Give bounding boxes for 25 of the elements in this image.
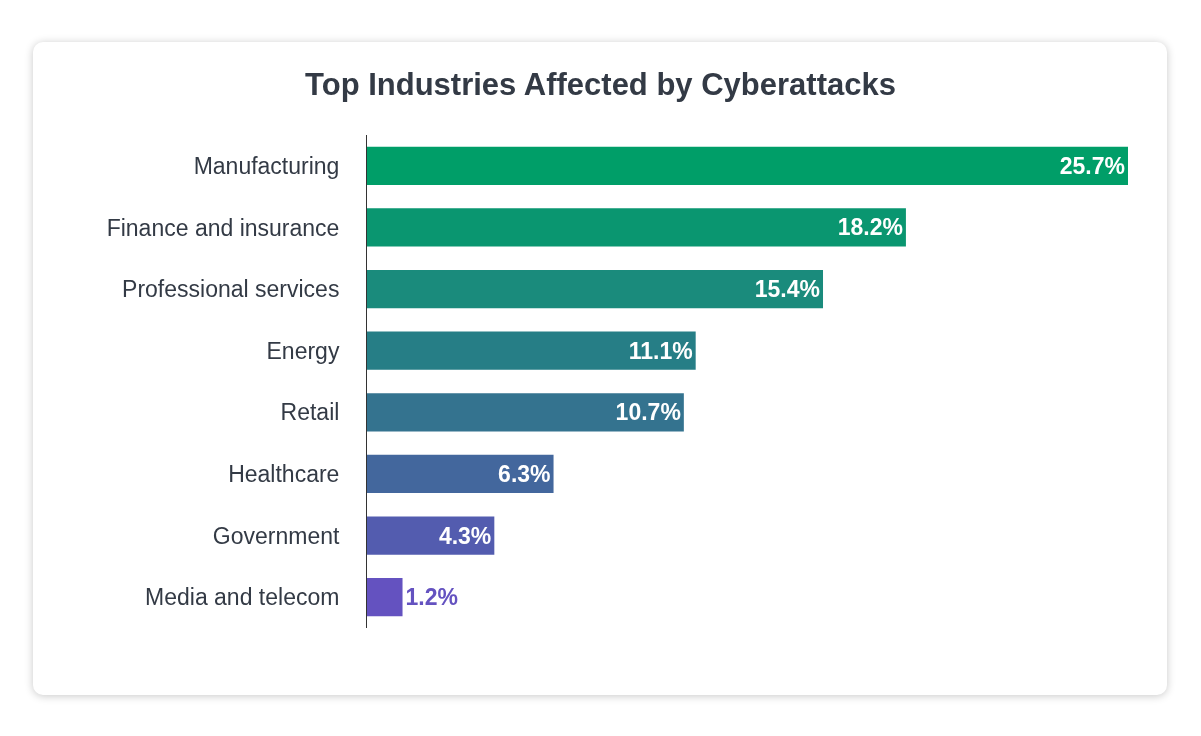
y-tick-label: Energy: [266, 337, 340, 364]
bar: [367, 516, 495, 555]
bar: [367, 393, 684, 432]
chart-title: Top Industries Affected by Cyberattacks: [305, 67, 896, 103]
data-label: 15.4%: [754, 276, 821, 303]
data-label: 11.1%: [628, 337, 693, 364]
bar: [367, 454, 554, 494]
data-label: 1.2%: [405, 584, 458, 611]
y-tick-label: Professional services: [122, 276, 340, 303]
bar: [367, 331, 696, 370]
y-tick-label: Retail: [280, 399, 340, 426]
bar: [367, 208, 906, 247]
y-tick-label: Finance and insurance: [106, 214, 340, 241]
y-tick-label: Media and telecom: [145, 584, 340, 611]
bar: [367, 578, 403, 617]
y-tick-label: Healthcare: [228, 460, 340, 487]
data-label: 4.3%: [438, 522, 492, 549]
bar: [367, 146, 1128, 185]
data-label: 10.7%: [615, 399, 681, 426]
data-label: 6.3%: [498, 460, 551, 487]
data-label: 25.7%: [1059, 152, 1125, 179]
y-tick-label: Government: [212, 522, 340, 549]
data-label: 18.2%: [837, 214, 903, 241]
bar: [367, 269, 824, 309]
y-tick-label: Manufacturing: [193, 152, 340, 179]
